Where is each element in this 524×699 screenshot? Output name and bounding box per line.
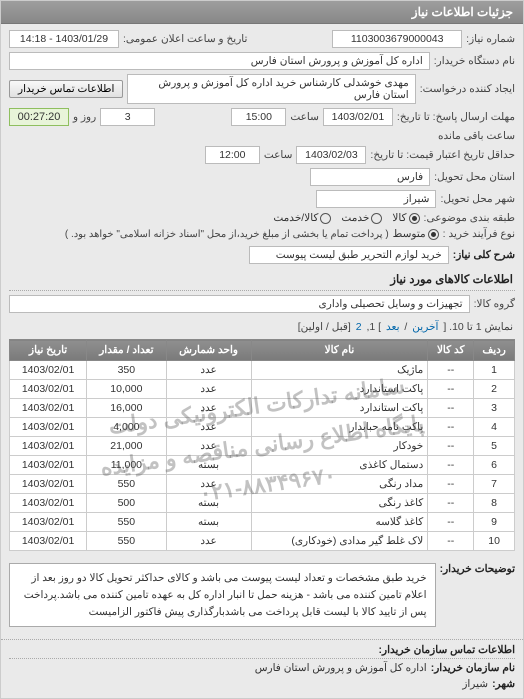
pack-label: طبقه بندی موضوعی: bbox=[424, 212, 515, 224]
table-row: 4--پاکت نامه حبابدارعدد4,0001403/02/01 bbox=[10, 418, 515, 437]
city-label: شهر محل تحویل: bbox=[440, 193, 515, 205]
requester-value: مهدی خوشدلی کارشناس خرید اداره کل آموزش … bbox=[127, 74, 415, 104]
time-label-2: ساعت bbox=[264, 149, 293, 161]
items-title: اطلاعات کالاهای مورد نیاز bbox=[9, 268, 515, 291]
price-deadline-label: حداقل تاریخ اعتبار قیمت: تا تاریخ: bbox=[370, 149, 515, 161]
city-value: شیراز bbox=[316, 190, 436, 208]
requester-label: ایجاد کننده درخواست: bbox=[420, 83, 515, 95]
table-row: 7--مداد رنگیعدد5501403/02/01 bbox=[10, 475, 515, 494]
items-table: ردیفکد کالانام کالاواحد شمارشتعداد / مقد… bbox=[9, 339, 515, 551]
pager-page-2[interactable]: 2 bbox=[356, 321, 362, 333]
province-label: استان محل تحویل: bbox=[434, 171, 515, 183]
time-label-1: ساعت bbox=[290, 111, 319, 123]
table-row: 2--پاکت استانداردعدد10,0001403/02/01 bbox=[10, 380, 515, 399]
desc-label: شرح کلی نیاز: bbox=[453, 249, 515, 261]
province-value: فارس bbox=[310, 168, 430, 186]
buytype-label: نوع فرآیند خرید : bbox=[443, 228, 515, 240]
panel-title: جزئیات اطلاعات نیاز bbox=[1, 1, 523, 24]
col-header: ردیف bbox=[474, 340, 515, 361]
pager-next[interactable]: بعد bbox=[386, 321, 400, 333]
note-text: خرید طبق مشخصات و تعداد لیست پیوست می با… bbox=[9, 563, 436, 627]
col-header: تعداد / مقدار bbox=[87, 340, 166, 361]
contact-title: اطلاعات تماس سازمان خریدار: bbox=[9, 644, 515, 659]
pack-opt-1[interactable]: خدمت bbox=[341, 212, 382, 224]
footer-city-label: شهر: bbox=[492, 678, 515, 690]
remain-days: 3 bbox=[100, 108, 155, 126]
resp-deadline-date: 1403/02/01 bbox=[323, 108, 393, 126]
buyer-label: نام دستگاه خریدار: bbox=[434, 55, 515, 67]
reqno-value: 1103003679000043 bbox=[332, 30, 462, 48]
pager-last[interactable]: آخرین bbox=[412, 321, 438, 333]
pager: نمایش 1 تا 10. [ آخرین / بعد ] 1, 2 [قبل… bbox=[9, 317, 515, 337]
price-deadline-date: 1403/02/03 bbox=[296, 146, 366, 164]
table-row: 10--لاک غلط گیر مدادی (خودکاری)عدد550140… bbox=[10, 532, 515, 551]
pack-opt-0[interactable]: کالا bbox=[392, 212, 419, 224]
buyer-value: اداره کل آموزش و پرورش استان فارس bbox=[9, 52, 430, 70]
resp-deadline-time: 15:00 bbox=[231, 108, 286, 126]
pack-opt-2[interactable]: کالا/خدمت bbox=[273, 212, 331, 224]
buytype-note: ( پرداخت تمام یا بخشی از مبلغ خرید،از مح… bbox=[65, 229, 389, 240]
remain-suffix: ساعت باقی مانده bbox=[438, 130, 515, 142]
buytype-opt-0[interactable]: متوسط bbox=[393, 228, 439, 240]
table-row: 3--پاکت استانداردعدد16,0001403/02/01 bbox=[10, 399, 515, 418]
pack-radio-group: کالا خدمت کالا/خدمت bbox=[273, 212, 419, 224]
desc-value: خرید لوازم التحریر طبق لیست پیوست bbox=[249, 246, 449, 264]
price-deadline-time: 12:00 bbox=[205, 146, 260, 164]
table-row: 6--دستمال کاغذیبسته11,0001403/02/01 bbox=[10, 456, 515, 475]
announce-label: تاریخ و ساعت اعلان عمومی: bbox=[123, 33, 247, 45]
announce-value: 1403/01/29 - 14:18 bbox=[9, 30, 119, 48]
contact-button[interactable]: اطلاعات تماس خریدار bbox=[9, 80, 123, 98]
resp-deadline-label: مهلت ارسال پاسخ: تا تاریخ: bbox=[397, 111, 515, 123]
org-label: نام سازمان خریدار: bbox=[431, 662, 515, 674]
col-header: نام کالا bbox=[251, 340, 428, 361]
col-header: کد کالا bbox=[428, 340, 474, 361]
org-value: اداره کل آموزش و پرورش استان فارس bbox=[255, 662, 427, 674]
footer-city-value: شیراز bbox=[462, 678, 488, 690]
remain-time: 00:27:20 bbox=[9, 108, 69, 126]
group-label: گروه کالا: bbox=[474, 298, 515, 310]
col-header: تاریخ نیاز bbox=[10, 340, 87, 361]
note-label: توضیحات خریدار: bbox=[440, 557, 515, 575]
col-header: واحد شمارش bbox=[166, 340, 251, 361]
table-row: 1--ماژیکعدد3501403/02/01 bbox=[10, 361, 515, 380]
group-value: تجهیزات و وسایل تحصیلی واداری bbox=[9, 295, 470, 313]
reqno-label: شماره نیاز: bbox=[466, 33, 515, 45]
remain-days-label: روز و bbox=[73, 111, 96, 123]
table-row: 5--خودکارعدد21,0001403/02/01 bbox=[10, 437, 515, 456]
table-row: 8--کاغذ رنگیبسته5001403/02/01 bbox=[10, 494, 515, 513]
buytype-radio-group: متوسط bbox=[393, 228, 439, 240]
table-row: 9--کاغذ گلاسهبسته5501403/02/01 bbox=[10, 513, 515, 532]
